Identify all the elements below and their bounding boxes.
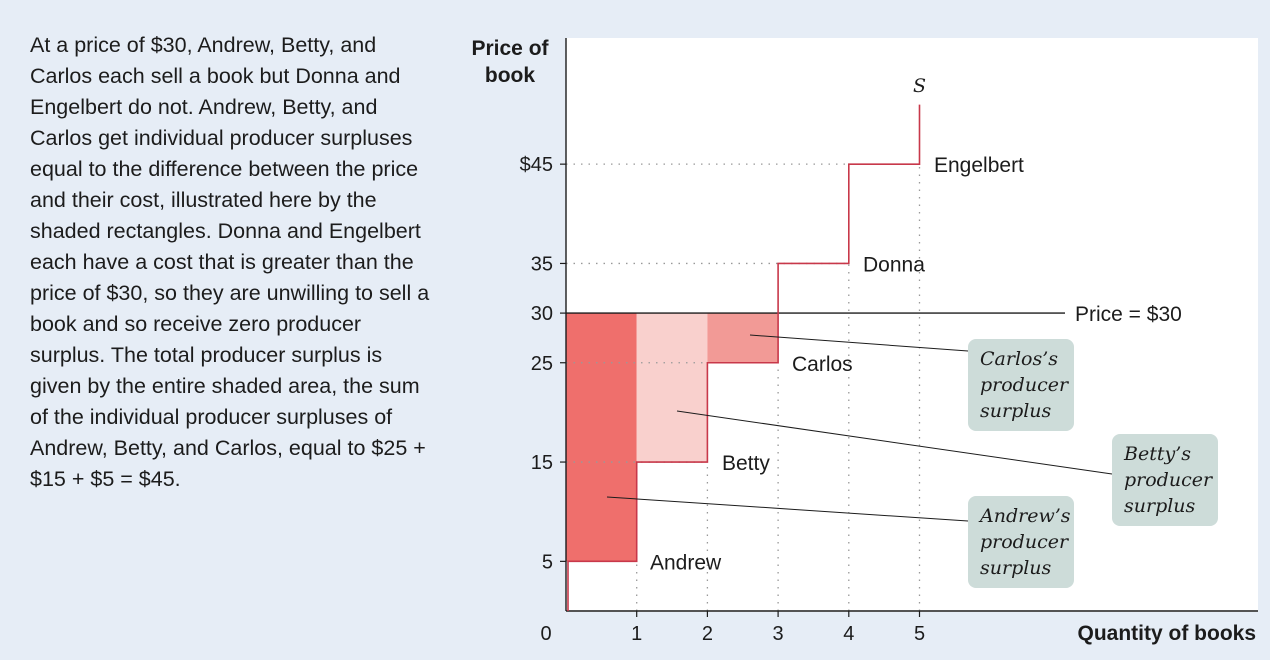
x-tick-label: 5: [914, 623, 925, 645]
figure-caption: At a price of $30, Andrew, Betty, and Ca…: [30, 33, 430, 491]
surplus-rect-andrew: [566, 313, 637, 562]
callout-leader-carlos: [749, 334, 969, 352]
y-tick-label: 15: [531, 452, 553, 474]
x-tick-label: 3: [773, 623, 784, 645]
seller-label-carlos: Carlos: [792, 353, 853, 376]
callout-leader-andrew: [606, 496, 969, 522]
y-tick-label: 35: [531, 253, 553, 275]
callout-box-andrew: [968, 496, 1074, 588]
callout-box-betty: [1112, 434, 1218, 526]
x-tick-label: 2: [702, 623, 713, 645]
y-tick-label: 25: [531, 353, 553, 375]
surplus-rect-carlos: [707, 313, 779, 363]
callout-text-carlos: surplus: [980, 400, 1052, 422]
callout-text-carlos: Carlos’s: [980, 348, 1058, 370]
seller-label-betty: Betty: [722, 452, 770, 475]
price-line-label: Price = $30: [1075, 303, 1182, 326]
surplus-rect-betty: [636, 313, 708, 463]
y-axis-title: Price of: [471, 37, 549, 60]
x-axis-title: Quantity of books: [1078, 622, 1257, 645]
callout-leader-betty: [676, 410, 1113, 475]
callout-text-betty: surplus: [1124, 495, 1196, 517]
seller-label-engelbert: Engelbert: [934, 154, 1024, 177]
supply-curve: [567, 104, 921, 611]
x-tick-label: 4: [843, 623, 854, 645]
callout-box-carlos: [968, 339, 1074, 431]
callout-text-carlos: producer: [980, 374, 1070, 396]
y-tick-label: 30: [531, 303, 553, 325]
y-tick-label: 5: [542, 551, 553, 573]
y-tick-label: $45: [520, 154, 553, 176]
callout-text-betty: producer: [1124, 469, 1214, 491]
seller-label-donna: Donna: [863, 253, 925, 276]
callout-text-andrew: Andrew’s: [978, 505, 1071, 527]
callout-text-andrew: producer: [980, 531, 1070, 553]
x-tick-label: 1: [631, 623, 642, 645]
supply-curve-label: S: [913, 75, 926, 97]
seller-label-andrew: Andrew: [650, 551, 722, 574]
callout-text-betty: Betty’s: [1123, 443, 1191, 465]
x-tick-label: 0: [540, 623, 551, 645]
callout-text-andrew: surplus: [980, 557, 1052, 579]
y-axis-title: book: [485, 64, 535, 87]
